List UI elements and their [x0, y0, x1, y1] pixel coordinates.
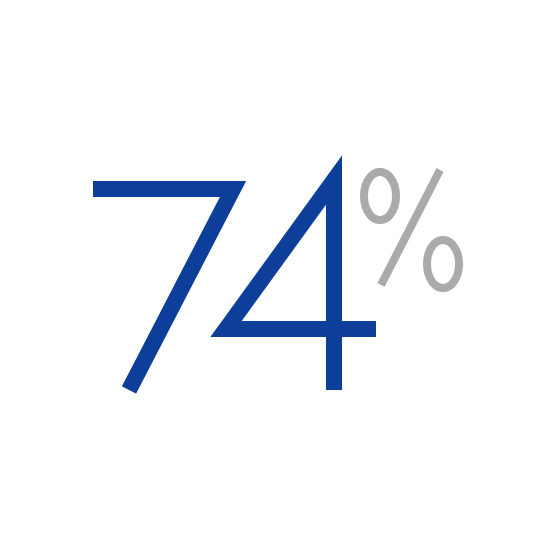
percent-bottom-circle	[423, 236, 463, 292]
stat-unit-glyph	[360, 168, 463, 292]
digit-7-glyph	[93, 181, 247, 394]
percent-top-circle	[360, 168, 400, 224]
stat-value-text: 74	[90, 389, 92, 391]
percent-slash	[377, 168, 444, 287]
digit-4-glyph	[210, 155, 376, 390]
stat-value-glyphs	[93, 155, 376, 394]
stat-unit-text: %	[360, 284, 361, 286]
